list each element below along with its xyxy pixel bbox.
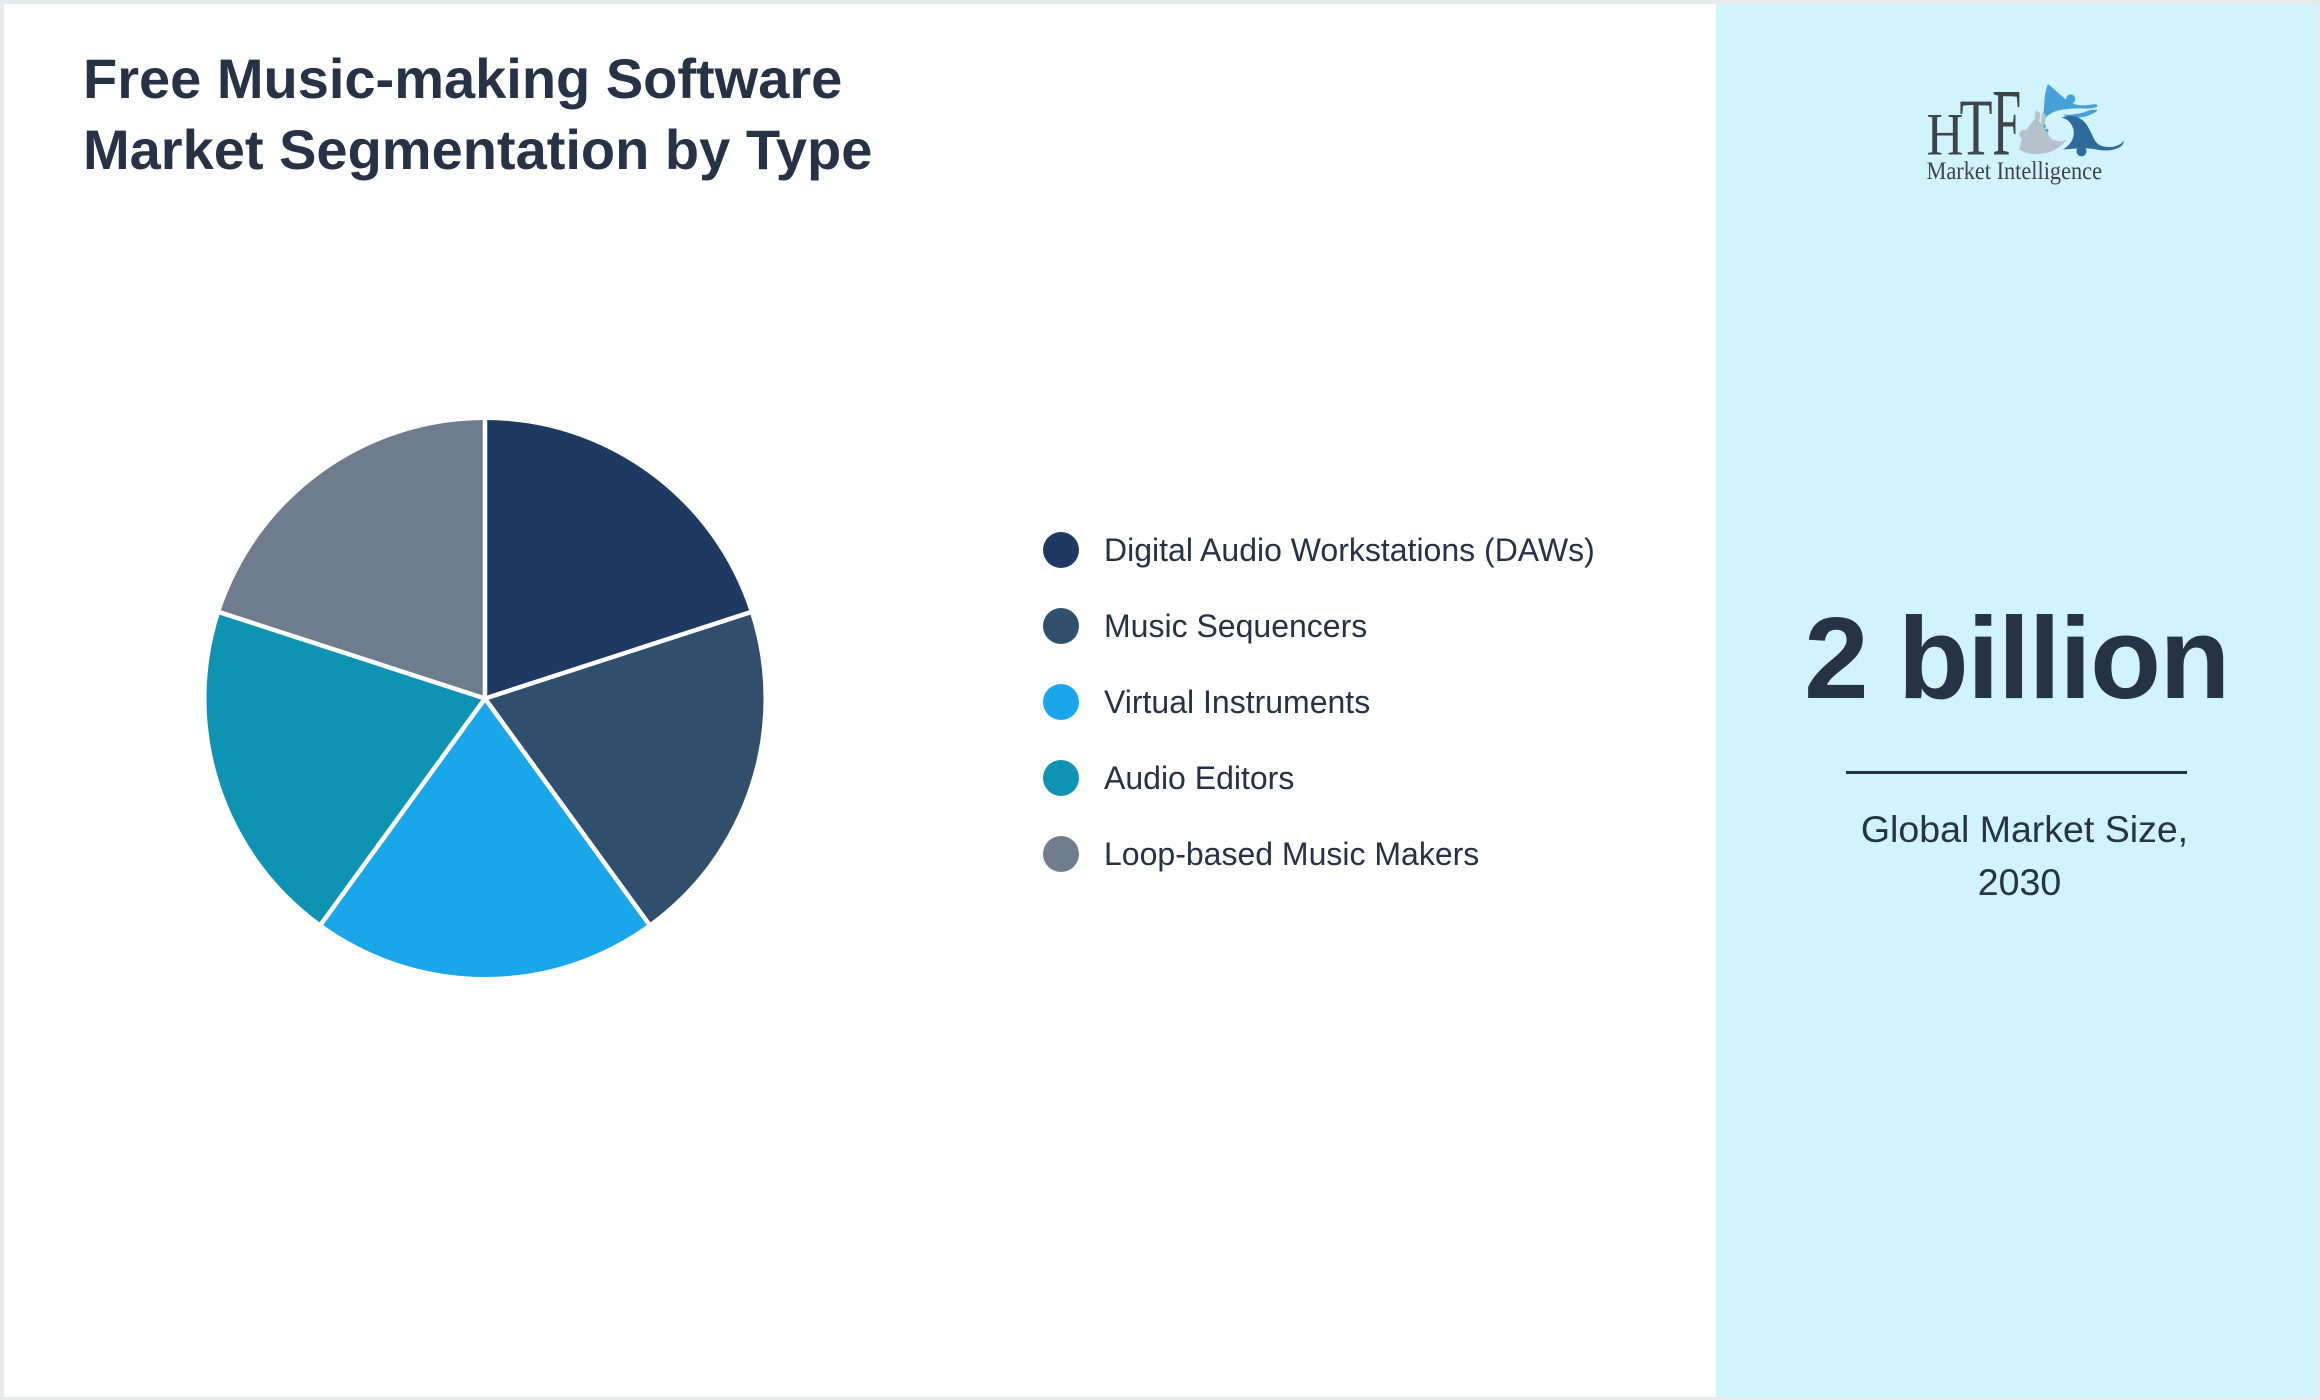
svg-text:F: F bbox=[1992, 75, 2021, 175]
svg-text:H: H bbox=[1927, 101, 1964, 167]
svg-text:Market Intelligence: Market Intelligence bbox=[1927, 158, 2103, 185]
svg-text:T: T bbox=[1960, 82, 1993, 172]
